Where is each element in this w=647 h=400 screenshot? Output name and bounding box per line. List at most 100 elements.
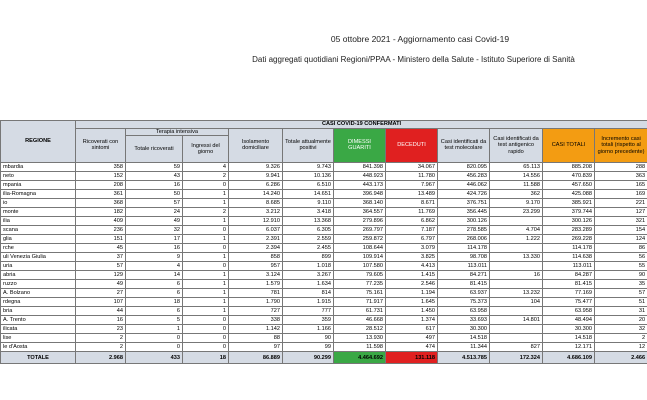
cell: 99 (282, 342, 334, 352)
cell: 11.780 (385, 171, 438, 181)
cell: 57 (75, 261, 126, 271)
cell: 165 (593, 180, 647, 190)
cell: 11.598 (333, 342, 386, 352)
cell: 14 (125, 270, 183, 280)
cell: 55 (593, 261, 647, 271)
cell: 107.580 (333, 261, 386, 271)
cell: 361 (75, 189, 126, 199)
data-row: le d'Aosta 2 0 0 97 99 11.598 474 11.344 827 12.17… (0, 342, 647, 352)
cell: 3.124 (228, 270, 283, 280)
cell: 208 (75, 180, 126, 190)
cell: 358 (75, 162, 126, 172)
cell: 97 (228, 342, 283, 352)
cell: 14.518 (542, 333, 595, 343)
cell: 13.232 (489, 288, 543, 298)
cell: 13.489 (385, 189, 438, 199)
region-name: uli Venezia Giulia (0, 252, 76, 262)
total-cell: 172.324 (489, 351, 543, 364)
total-row: TOTALE 2.968 433 18 86.889 90.299 4.464.692 131… (0, 351, 647, 364)
cell: 359 (282, 315, 334, 325)
region-name: abria (0, 270, 76, 280)
cell: 9 (125, 252, 183, 262)
cell: 13.930 (333, 333, 386, 343)
cell: 31 (593, 306, 647, 316)
data-row: ruzzo 49 6 1 1.579 1.634 77.235 2.546 81.415 81.4… (0, 279, 647, 289)
subtitle: Dati aggregati quotidiani Regioni/PPAA -… (252, 55, 575, 64)
cell: 3.212 (228, 207, 283, 217)
cell: 279.896 (333, 216, 386, 226)
cell: 63.958 (542, 306, 595, 316)
cell: 12 (593, 342, 647, 352)
cell: 0 (182, 315, 229, 325)
data-row: rdegna 107 18 1 1.790 1.915 71.917 1.645 75.373 1… (0, 297, 647, 307)
cell: 300.126 (437, 216, 490, 226)
header-row: Ricoverati con sintomi Terapia intensiva I… (1, 127, 647, 163)
cell: 14.651 (282, 189, 334, 199)
cell: 899 (282, 252, 334, 262)
cell: 827 (489, 342, 543, 352)
cell: 1 (182, 297, 229, 307)
data-row: mpania 208 16 0 6.286 6.510 443.173 7.967 446.06… (0, 180, 647, 190)
cell: 49 (125, 216, 183, 226)
data-row: mbardia 358 59 4 9.326 9.743 841.398 34.067 820.… (0, 162, 647, 172)
cell: 90 (282, 333, 334, 343)
total-cell: 433 (125, 351, 183, 364)
cell: 109.914 (333, 252, 386, 262)
region-name: uria (0, 261, 76, 271)
cell: 1.018 (282, 261, 334, 271)
region-name: io (0, 198, 76, 208)
region-header: REGIONE (0, 120, 76, 163)
cell: 474 (385, 342, 438, 352)
cell: 50 (125, 189, 183, 199)
cell: 113.011 (542, 261, 595, 271)
cell: 61.731 (333, 306, 386, 316)
cell: 814 (282, 288, 334, 298)
cell: 300.126 (542, 216, 595, 226)
column-header: Isolamento domiciliare (228, 127, 283, 163)
cell: 114.638 (542, 252, 595, 262)
data-row: uli Venezia Giulia 37 9 1 858 899 109.914 3.825… (0, 252, 647, 262)
cell: 363 (593, 171, 647, 181)
cell: 456.283 (437, 171, 490, 181)
cell: 4 (182, 162, 229, 172)
data-row: abria 129 14 1 3.124 3.267 79.605 1.415 84.271 16… (0, 270, 647, 280)
cell (489, 279, 543, 289)
cell: 34.067 (385, 162, 438, 172)
region-name: bria (0, 306, 76, 316)
cell: 424.726 (437, 189, 490, 199)
cell: 385.921 (542, 198, 595, 208)
cell: 4.413 (385, 261, 438, 271)
column-header: Casi identificati da test molecolare (437, 127, 490, 163)
cell: 57 (593, 288, 647, 298)
cell (489, 261, 543, 271)
cell: 24 (125, 207, 183, 217)
cell: 0 (182, 333, 229, 343)
data-row: A. Trento 16 5 0 338 359 46.668 1.374 33.693 14.8… (0, 315, 647, 325)
data-row: scana 236 32 0 6.037 6.305 269.797 7.187 278.585… (0, 225, 647, 235)
cell: 104 (489, 297, 543, 307)
column-header: Totale ricoverati (125, 135, 183, 163)
cell: 368 (75, 198, 126, 208)
total-cell: 86.889 (228, 351, 283, 364)
data-row: glia 151 17 1 2.391 2.559 259.872 6.797 268.006 1… (0, 234, 647, 244)
column-header: Ricoverati con sintomi (75, 127, 126, 163)
total-cell: 2.968 (75, 351, 126, 364)
cell: 268.006 (437, 234, 490, 244)
cell: 2.546 (385, 279, 438, 289)
cell: 0 (182, 324, 229, 334)
cell: 11.344 (437, 342, 490, 352)
cell: 457.650 (542, 180, 595, 190)
cell: 23.299 (489, 207, 543, 217)
cell: 30.300 (437, 324, 490, 334)
cell: 2 (593, 333, 647, 343)
cell: 48.494 (542, 315, 595, 325)
data-row: monte 182 24 2 3.212 3.418 364.557 11.769 356.44… (0, 207, 647, 217)
cell: 3.825 (385, 252, 438, 262)
cell: 32 (593, 324, 647, 334)
header-row: Totale ricoverati Ingressi del giorno (1, 135, 647, 163)
cell: 79.605 (333, 270, 386, 280)
cell: 1.579 (228, 279, 283, 289)
cell: 20 (593, 315, 647, 325)
cell: 151 (75, 234, 126, 244)
cell: 33.693 (437, 315, 490, 325)
